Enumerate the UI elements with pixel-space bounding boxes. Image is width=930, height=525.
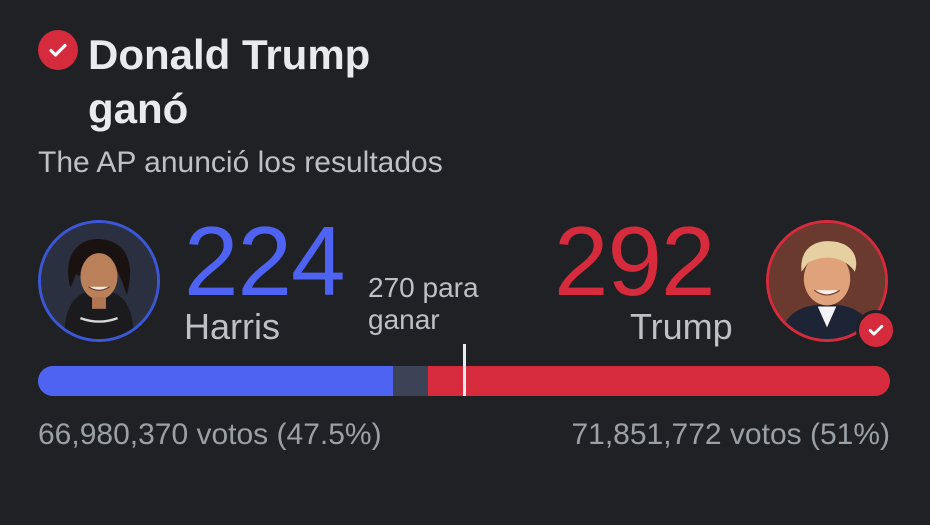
trump-popular-votes: 71,851,772 votos (51%) — [571, 418, 890, 451]
harris-popular-votes: 66,980,370 votos (47.5%) — [38, 418, 382, 451]
trump-electoral-votes: 292 — [554, 206, 716, 316]
result-title: Donald Trump ganó — [88, 31, 371, 132]
harris-name: Harris — [184, 306, 280, 347]
result-subtitle: The AP anunció los resultados — [38, 146, 443, 179]
threshold-label: 270 para ganar — [368, 272, 479, 335]
trump-name: Trump — [630, 306, 733, 347]
uncalled-bar-segment — [392, 366, 428, 396]
harris-avatar[interactable] — [38, 220, 160, 342]
harris-electoral-votes: 224 — [184, 206, 346, 316]
harris-bar-segment — [38, 366, 393, 396]
winner-check-icon — [38, 30, 78, 70]
winner-checkmark-icon — [856, 310, 896, 350]
threshold-marker — [463, 344, 466, 396]
trump-bar-segment — [427, 366, 890, 396]
